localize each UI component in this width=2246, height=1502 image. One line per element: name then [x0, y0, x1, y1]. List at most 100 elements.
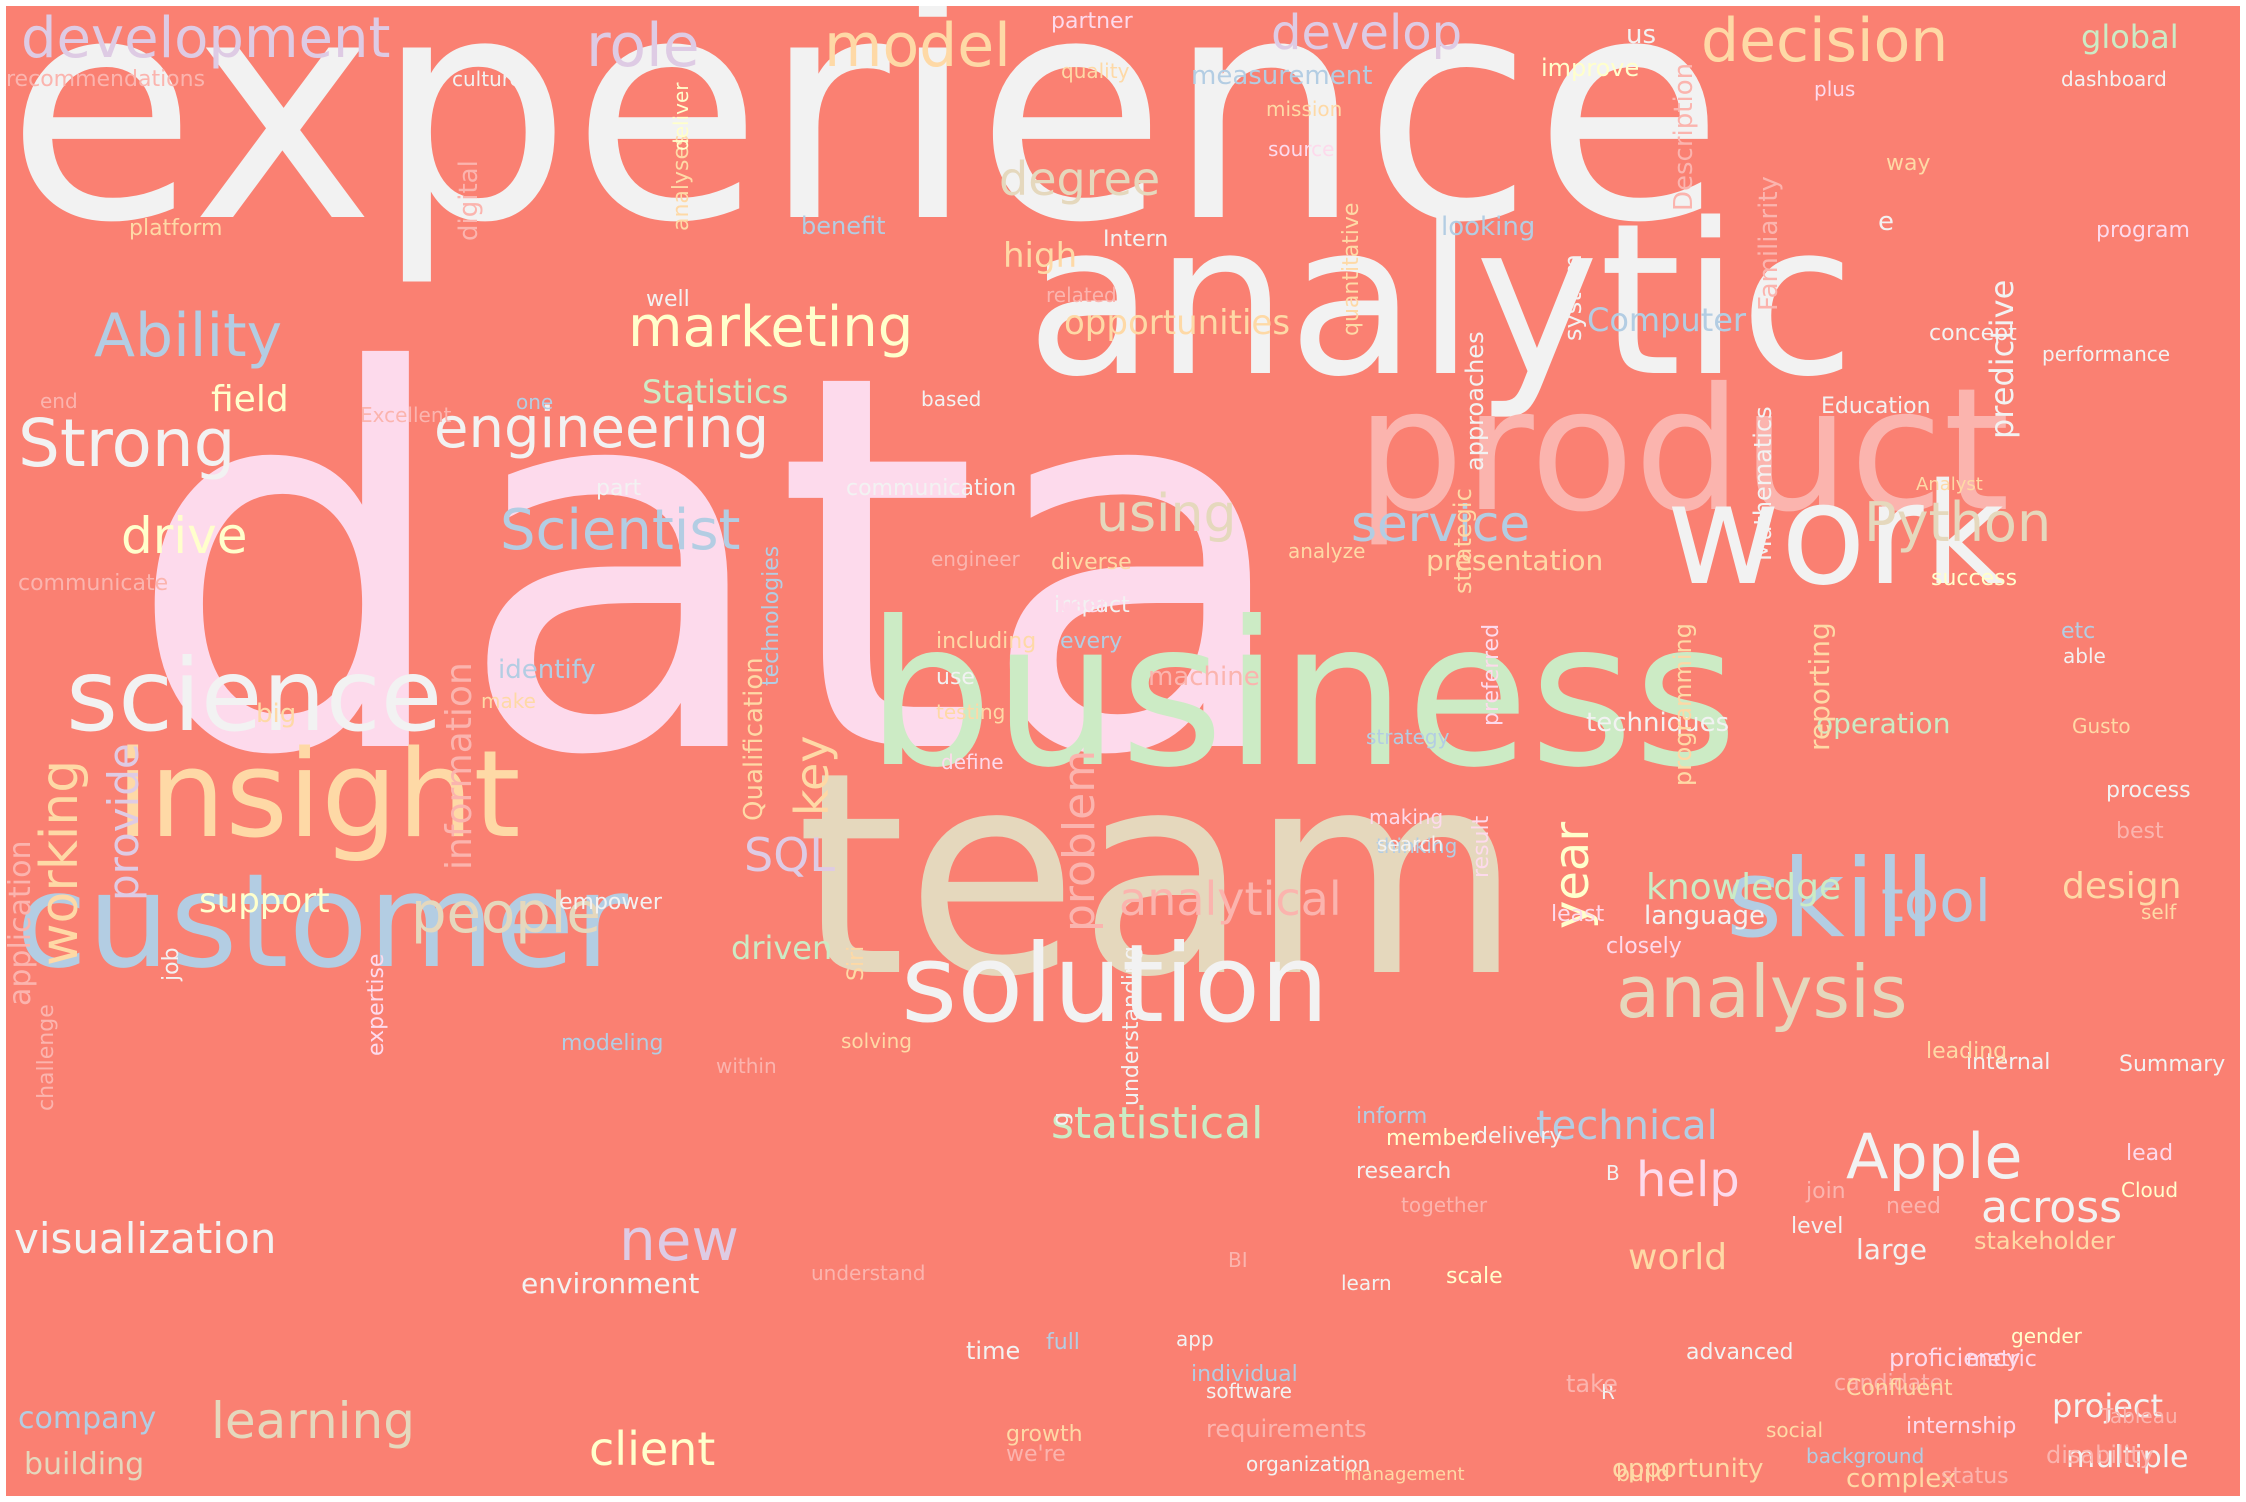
- word-looking: looking: [1441, 212, 1536, 242]
- word-user: user: [1060, 593, 1108, 618]
- word-software: software: [1206, 1379, 1292, 1403]
- word-benefit: benefit: [801, 212, 886, 240]
- word-concept: concept: [1929, 321, 2017, 346]
- word-scale: scale: [1446, 1264, 1503, 1289]
- word-familiarity: Familiarity: [1754, 176, 1784, 311]
- word-part: part: [596, 476, 642, 501]
- word-source: source: [1268, 137, 1335, 161]
- word-b: B: [1606, 1161, 1620, 1185]
- word-help: help: [1636, 1152, 1740, 1208]
- word-python: Python: [1864, 491, 2052, 554]
- word-platform: platform: [129, 216, 223, 241]
- word-project: project: [2052, 1387, 2164, 1425]
- word-driven: driven: [731, 929, 833, 967]
- word-opportunity: opportunity: [1612, 1454, 1764, 1484]
- word-build: build: [1616, 1462, 1671, 1487]
- word-computer: Computer: [1587, 301, 1747, 339]
- word-improve: improve: [1541, 54, 1640, 82]
- word-together: together: [1401, 1193, 1488, 1217]
- word-way: way: [1886, 151, 1931, 176]
- word-dashboard: dashboard: [2061, 67, 2167, 91]
- word-company: company: [18, 1401, 157, 1436]
- word-challenge: challenge: [34, 1004, 59, 1111]
- word-related: related: [1046, 283, 1117, 307]
- word-least: least: [1551, 902, 1605, 927]
- word-machine: machine: [1148, 662, 1260, 692]
- word-advanced: advanced: [1686, 1340, 1794, 1365]
- word-communicate: communicate: [18, 571, 169, 596]
- word-analytical: analytical: [1119, 872, 1342, 926]
- word-background: background: [1806, 1444, 1925, 1468]
- word-status: status: [1941, 1464, 2009, 1489]
- word-application: application: [6, 840, 38, 1006]
- word-across: across: [1981, 1182, 2123, 1233]
- word-management: management: [1344, 1464, 1465, 1485]
- word-description: Description: [1669, 62, 1699, 211]
- word-measurement: measurement: [1191, 61, 1373, 91]
- word-take: take: [1566, 1370, 1618, 1398]
- word-search: search: [1377, 832, 1444, 856]
- word-predictive: predictive: [1983, 279, 2021, 439]
- word-data: data: [126, 263, 1298, 869]
- word-field: field: [211, 379, 289, 420]
- word-development: development: [21, 6, 391, 71]
- word-building: building: [24, 1447, 145, 1482]
- word-preferred: preferred: [1479, 623, 1504, 726]
- word-provide: provide: [99, 743, 148, 901]
- word-gender: gender: [2011, 1324, 2082, 1348]
- word-communication: communication: [846, 476, 1017, 501]
- word-analyst: Analyst: [1916, 474, 1983, 495]
- word-problem: problem: [1054, 749, 1105, 932]
- word-multiple: multiple: [2066, 1440, 2189, 1475]
- word-strategic: strategic: [1449, 488, 1477, 594]
- word-plus: plus: [1814, 77, 1856, 101]
- word-marketing: marketing: [628, 295, 914, 360]
- word-requirements: requirements: [1206, 1415, 1367, 1443]
- word-product: product: [1356, 352, 2010, 550]
- word-making: making: [1369, 805, 1444, 829]
- word-partner: partner: [1051, 9, 1133, 34]
- word-leading: leading: [1926, 1039, 2008, 1064]
- word-expertise: expertise: [364, 953, 389, 1056]
- word-job: job: [159, 947, 184, 981]
- word-performance: performance: [2042, 342, 2171, 366]
- word-we-re: we're: [1006, 1442, 1066, 1467]
- word-closely: closely: [1606, 934, 1682, 959]
- word-result: result: [1469, 815, 1494, 878]
- word-lead: lead: [2126, 1141, 2174, 1166]
- word-mission: mission: [1266, 97, 1343, 121]
- word-model: model: [824, 11, 1011, 81]
- word-internship: internship: [1906, 1414, 2017, 1439]
- word-define: define: [941, 750, 1004, 774]
- word-support: support: [199, 881, 330, 921]
- word-time: time: [966, 1337, 1021, 1365]
- word-statistics: Statistics: [642, 373, 789, 411]
- word-identify: identify: [498, 655, 596, 685]
- word-need: need: [1886, 1194, 1941, 1219]
- word-make: make: [481, 689, 536, 713]
- word-full: full: [1046, 1330, 1080, 1355]
- word-diverse: diverse: [1051, 550, 1132, 575]
- word-service: service: [1351, 495, 1531, 553]
- word-disability: disability: [2046, 1441, 2154, 1469]
- word-strategy: strategy: [1366, 725, 1450, 749]
- word-best: best: [2116, 819, 2164, 844]
- word-global: global: [2081, 18, 2179, 56]
- word-language: language: [1644, 901, 1766, 931]
- word-empower: empower: [559, 890, 662, 915]
- word-research: research: [1356, 1159, 1452, 1184]
- word-gusto: Gusto: [2072, 714, 2131, 738]
- word-working: working: [30, 759, 90, 966]
- word-business: business: [866, 579, 1738, 812]
- word-culture: culture: [452, 67, 522, 91]
- word-based: based: [921, 387, 982, 411]
- word-customer: customer: [16, 845, 629, 997]
- word-inform: inform: [1356, 1104, 1428, 1129]
- word-strong: Strong: [18, 405, 236, 482]
- word-skill: skill: [1726, 837, 1935, 962]
- word-level: level: [1791, 1214, 1844, 1239]
- word-apple: Apple: [1846, 1120, 2023, 1193]
- word-visualization: visualization: [14, 1214, 277, 1263]
- word-approaches: approaches: [1461, 331, 1489, 471]
- word-role: role: [586, 11, 700, 81]
